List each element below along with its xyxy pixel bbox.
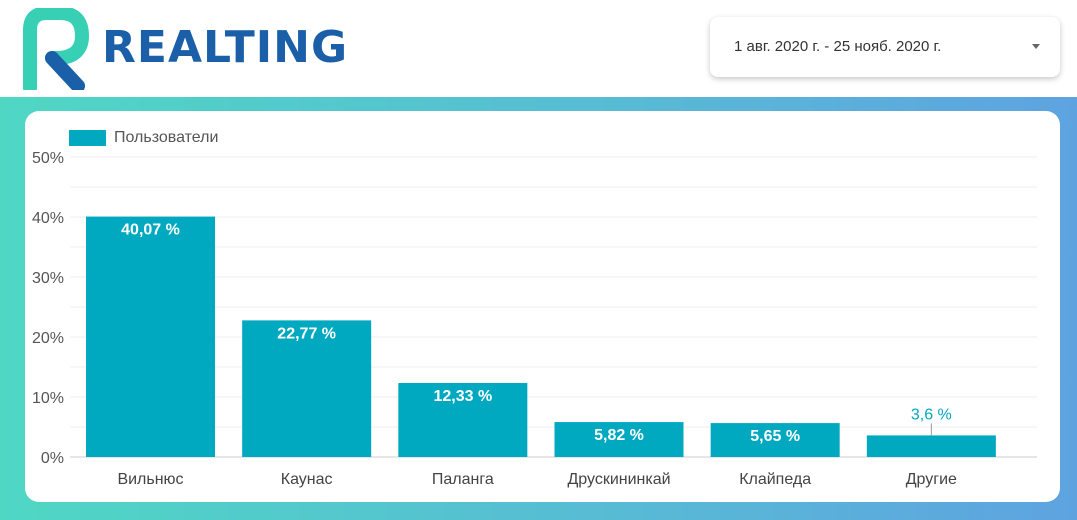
data-label: 5,65 % (750, 428, 800, 445)
legend-swatch[interactable] (69, 130, 106, 146)
x-category-label: Вильнюс (117, 471, 183, 488)
x-category-label: Паланга (432, 471, 494, 488)
x-category-label: Клайпеда (739, 471, 811, 488)
realting-logo: REALTING (22, 8, 362, 90)
y-tick-label: 10% (32, 390, 64, 407)
data-label: 22,77 % (277, 325, 336, 342)
bar[interactable] (710, 423, 840, 457)
bar[interactable] (86, 216, 215, 457)
bar[interactable] (554, 422, 684, 457)
bar[interactable] (866, 435, 996, 457)
legend-label[interactable]: Пользователи (114, 129, 219, 146)
y-tick-label: 50% (32, 150, 64, 167)
y-tick-label: 40% (32, 210, 64, 227)
data-label: 40,07 % (121, 222, 180, 239)
y-tick-label: 20% (32, 330, 64, 347)
header: REALTING 1 авг. 2020 г. - 25 нояб. 2020 … (0, 0, 1077, 97)
data-label: 12,33 % (433, 388, 492, 405)
y-tick-label: 30% (32, 270, 64, 287)
date-range-picker[interactable]: 1 авг. 2020 г. - 25 нояб. 2020 г. (710, 17, 1060, 77)
x-category-label: Каунас (281, 471, 333, 488)
bar[interactable] (242, 320, 372, 457)
x-category-label: Другие (906, 471, 957, 488)
date-range-text: 1 авг. 2020 г. - 25 нояб. 2020 г. (734, 38, 942, 55)
x-category-label: Друскининкай (567, 471, 670, 488)
data-label: 3,6 % (911, 406, 952, 423)
y-tick-label: 0% (41, 450, 64, 467)
dropdown-caret-icon[interactable] (1032, 44, 1040, 49)
logo-text: REALTING (102, 22, 349, 73)
data-label: 5,82 % (594, 427, 644, 444)
bar[interactable] (398, 383, 528, 457)
logo-r-icon (23, 8, 89, 90)
